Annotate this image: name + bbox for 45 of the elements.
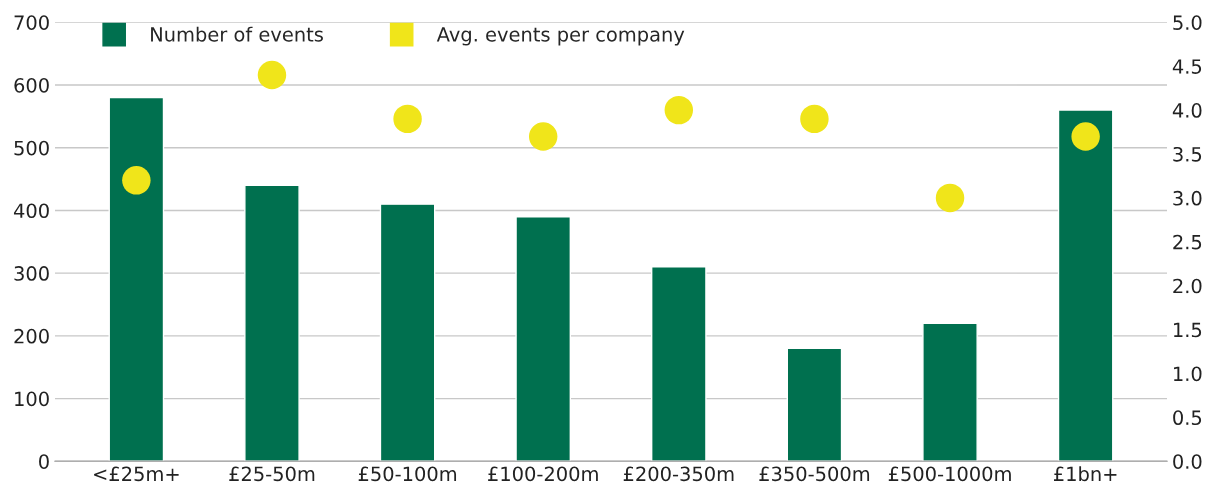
legend-label: Number of events [151, 26, 323, 42]
bar [244, 184, 300, 462]
y-tick-label: 200 [14, 328, 49, 344]
y2-tick-label: 3.5 [1173, 146, 1202, 162]
y2-tick-label: 4.5 [1172, 59, 1202, 74]
point [122, 166, 151, 195]
y-tick-label: 700 [14, 15, 49, 30]
y2-tick-label: 0.5 [1173, 410, 1202, 426]
y-tick-label: 400 [13, 203, 49, 219]
x-tick-label: £1bn+ [1054, 466, 1117, 482]
y-tick-label: 300 [14, 266, 49, 281]
y2-tick-label: 1.0 [1174, 366, 1202, 382]
x-tick-label: £100-200m [488, 466, 598, 482]
point [664, 95, 694, 125]
y2-tick-label: 3.0 [1173, 190, 1202, 206]
y2-tick-label: 5.0 [1173, 15, 1202, 30]
point [1071, 122, 1100, 151]
x-tick-label: £50-100m [358, 466, 457, 482]
y-tick-label: 100 [15, 391, 49, 407]
y2-tick-label: 2.5 [1173, 234, 1202, 250]
y2-tick-label: 0.0 [1173, 454, 1202, 469]
y2-tick-label: 4.0 [1172, 103, 1202, 118]
x-tick-label: £500-1000m [888, 466, 1011, 482]
bar [108, 96, 165, 462]
bar [786, 347, 843, 462]
y-tick-label: 600 [14, 77, 49, 93]
y2-tick-label: 1.5 [1174, 322, 1202, 338]
bar [379, 203, 436, 462]
x-tick-label: £350-500m [759, 466, 870, 482]
x-tick-label: <£25m+ [94, 466, 179, 482]
point [800, 104, 829, 134]
point [935, 183, 965, 213]
x-tick-label: £200-350m [623, 466, 734, 482]
bar [1057, 109, 1114, 462]
point [257, 60, 287, 90]
legend-label: Avg. events per company [436, 27, 685, 46]
point [528, 122, 558, 151]
x-tick-label: £25-50m [229, 466, 315, 482]
point [393, 104, 422, 134]
bar [650, 266, 707, 462]
y-tick-label: 500 [14, 140, 49, 156]
y-tick-label: 0 [39, 454, 49, 469]
bar [515, 216, 572, 462]
bar [922, 322, 978, 462]
y2-tick-label: 2.0 [1173, 278, 1202, 294]
